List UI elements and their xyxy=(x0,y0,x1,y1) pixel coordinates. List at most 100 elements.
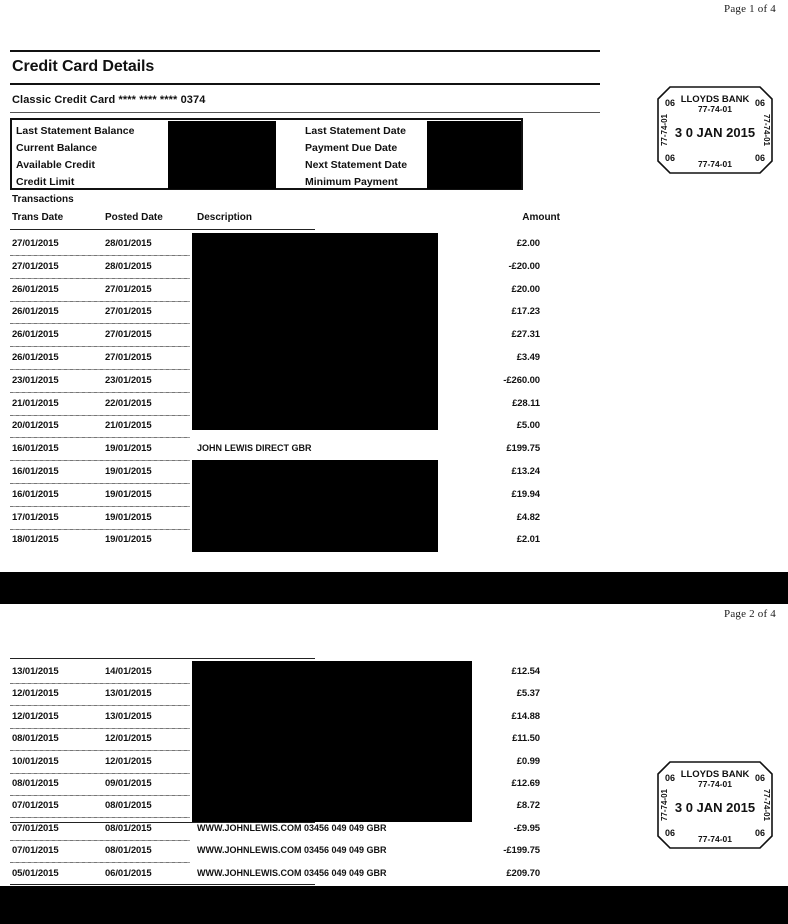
cell-amount: £2.01 xyxy=(516,534,540,546)
cell-posted-date: 13/01/2015 xyxy=(105,710,152,722)
stamp-bank-name: LLOYDS BANK xyxy=(681,769,750,780)
cell-amount: £19.94 xyxy=(511,488,541,500)
table-row: 26/01/2015 27/01/2015 £3.49 xyxy=(0,352,788,375)
table-row: 05/01/2015 06/01/2015 WWW.JOHNLEWIS.COM 03… xyxy=(0,868,788,891)
cell-posted-date: 27/01/2015 xyxy=(105,283,152,295)
redaction-block-summary-right xyxy=(427,121,521,189)
cell-posted-date: 27/01/2015 xyxy=(105,352,152,363)
stamp-sort-code-top: 77-74-01 xyxy=(698,104,732,114)
cell-amount: £12.54 xyxy=(511,666,541,677)
table-row: 08/01/2015 12/01/2015 £11.50 xyxy=(0,733,788,756)
cell-trans-date: 17/01/2015 xyxy=(12,511,59,523)
cell-trans-date: 07/01/2015 xyxy=(12,800,59,812)
cell-amount: -£9.95 xyxy=(513,822,540,834)
stamp-sort-code-left: 77-74-01 xyxy=(660,788,669,821)
row-separator xyxy=(10,460,190,462)
cell-amount: £199.75 xyxy=(506,443,540,455)
table-row: 27/01/2015 28/01/2015 -£20.00 xyxy=(0,261,788,284)
cell-amount: £0.99 xyxy=(516,755,540,767)
stamp-sort-code-top: 77-74-01 xyxy=(698,779,732,789)
bank-stamp-page1: LLOYDS BANK 77-74-01 3 0 JAN 2015 77-74-… xyxy=(656,85,774,175)
cell-trans-date: 08/01/2015 xyxy=(12,733,59,745)
cell-posted-date: 28/01/2015 xyxy=(105,238,152,249)
stamp-code-top-right: 06 xyxy=(755,773,765,783)
summary-label-last-statement-date: Last Statement Date xyxy=(305,125,406,137)
redaction-block-descriptions-upper xyxy=(192,233,438,430)
cell-posted-date: 28/01/2015 xyxy=(105,260,152,272)
row-separator xyxy=(10,300,190,302)
stamp-sort-code-bottom: 77-74-01 xyxy=(698,159,732,169)
summary-label-available-credit: Available Credit xyxy=(16,159,95,171)
table-row: 12/01/2015 13/01/2015 £14.88 xyxy=(0,711,788,734)
cell-posted-date: 19/01/2015 xyxy=(105,466,152,477)
cell-amount: £11.50 xyxy=(512,733,540,745)
cell-trans-date: 26/01/2015 xyxy=(12,352,59,363)
row-separator xyxy=(10,391,190,393)
stamp-code-bottom-right: 06 xyxy=(755,828,765,838)
cell-trans-date: 20/01/2015 xyxy=(12,420,59,432)
table-row: 10/01/2015 12/01/2015 £0.99 xyxy=(0,756,788,779)
cell-trans-date: 10/01/2015 xyxy=(12,755,59,767)
table-row: 21/01/2015 22/01/2015 £28.11 xyxy=(0,398,788,421)
header-rule-bottom xyxy=(10,83,600,85)
table-row: 07/01/2015 08/01/2015 £8.72 xyxy=(0,800,788,823)
column-header-amount: Amount xyxy=(522,212,560,223)
cell-posted-date: 19/01/2015 xyxy=(105,488,152,500)
cell-amount: -£20.00 xyxy=(508,260,540,272)
row-separator xyxy=(10,255,190,256)
cell-posted-date: 08/01/2015 xyxy=(105,800,152,812)
row-separator xyxy=(10,839,190,841)
cell-amount: £4.82 xyxy=(516,511,540,523)
cell-trans-date: 18/01/2015 xyxy=(12,534,59,546)
cell-trans-date: 13/01/2015 xyxy=(12,666,59,677)
table-row: 07/01/2015 08/01/2015 WWW.JOHNLEWIS.COM 03… xyxy=(0,823,788,846)
cell-posted-date: 08/01/2015 xyxy=(105,845,152,857)
table-row: 18/01/2015 19/01/2015 £2.01 xyxy=(0,534,788,557)
cell-amount: £8.72 xyxy=(516,800,540,812)
page-number-2: Page 2 of 4 xyxy=(724,608,776,620)
cell-trans-date: 27/01/2015 xyxy=(12,260,59,272)
cell-amount: £17.23 xyxy=(511,306,541,318)
cell-posted-date: 12/01/2015 xyxy=(105,733,152,745)
table-rule-page2-bottom xyxy=(10,884,315,885)
cell-posted-date: 19/01/2015 xyxy=(105,511,152,523)
cell-trans-date: 23/01/2015 xyxy=(12,374,59,386)
cell-description: WWW.JOHNLEWIS.COM 03456 049 049 GBR xyxy=(197,822,387,833)
stamp-sort-code-right: 77-74-01 xyxy=(762,789,771,822)
table-row: 27/01/2015 28/01/2015 £2.00 xyxy=(0,238,788,261)
cell-posted-date: 19/01/2015 xyxy=(105,443,152,455)
table-row: 07/01/2015 08/01/2015 WWW.JOHNLEWIS.COM 03… xyxy=(0,845,788,868)
cell-trans-date: 05/01/2015 xyxy=(12,867,59,879)
stamp-code-top-right: 06 xyxy=(755,98,765,108)
row-separator xyxy=(10,795,190,796)
bank-stamp-page2: LLOYDS BANK 77-74-01 3 0 JAN 2015 77-74-… xyxy=(656,760,774,850)
redaction-bar-page-separator xyxy=(0,572,788,604)
row-separator xyxy=(10,483,190,484)
row-separator xyxy=(10,705,190,707)
stamp-code-top-left: 06 xyxy=(665,98,675,108)
account-summary-box: Last Statement Balance Current Balance A… xyxy=(10,118,523,190)
row-separator xyxy=(10,862,190,864)
stamp-bank-name: LLOYDS BANK xyxy=(681,94,750,105)
row-separator xyxy=(10,414,190,416)
table-row: 20/01/2015 21/01/2015 £5.00 xyxy=(0,420,788,443)
stamp-code-top-left: 06 xyxy=(665,773,675,783)
table-row: 23/01/2015 23/01/2015 -£260.00 xyxy=(0,375,788,398)
cell-amount: £5.37 xyxy=(516,688,540,700)
table-header-rule-page2 xyxy=(10,658,315,659)
row-separator xyxy=(10,369,190,370)
row-separator xyxy=(10,528,190,530)
cell-trans-date: 16/01/2015 xyxy=(12,488,59,500)
cell-trans-date: 21/01/2015 xyxy=(12,397,59,409)
stamp-sort-code-left: 77-74-01 xyxy=(660,113,669,146)
row-separator xyxy=(10,727,190,729)
stamp-sort-code-bottom: 77-74-01 xyxy=(698,834,732,844)
cell-posted-date: 06/01/2015 xyxy=(105,867,152,879)
cell-amount: -£260.00 xyxy=(503,374,540,386)
cell-amount: £13.24 xyxy=(511,466,541,477)
summary-label-minimum-payment: Minimum Payment xyxy=(305,176,398,188)
cell-trans-date: 08/01/2015 xyxy=(12,778,59,789)
table-row: 13/01/2015 14/01/2015 £12.54 xyxy=(0,666,788,689)
table-row: 16/01/2015 19/01/2015 £19.94 xyxy=(0,489,788,512)
stamp-date: 3 0 JAN 2015 xyxy=(675,125,755,140)
